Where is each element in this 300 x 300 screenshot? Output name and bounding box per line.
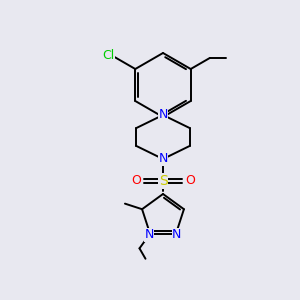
Text: N: N <box>144 228 154 241</box>
Text: N: N <box>158 152 168 166</box>
Text: O: O <box>131 175 141 188</box>
Text: N: N <box>158 109 168 122</box>
Text: O: O <box>185 175 195 188</box>
Text: N: N <box>172 228 182 241</box>
Text: S: S <box>159 174 167 188</box>
Text: Cl: Cl <box>103 49 115 62</box>
